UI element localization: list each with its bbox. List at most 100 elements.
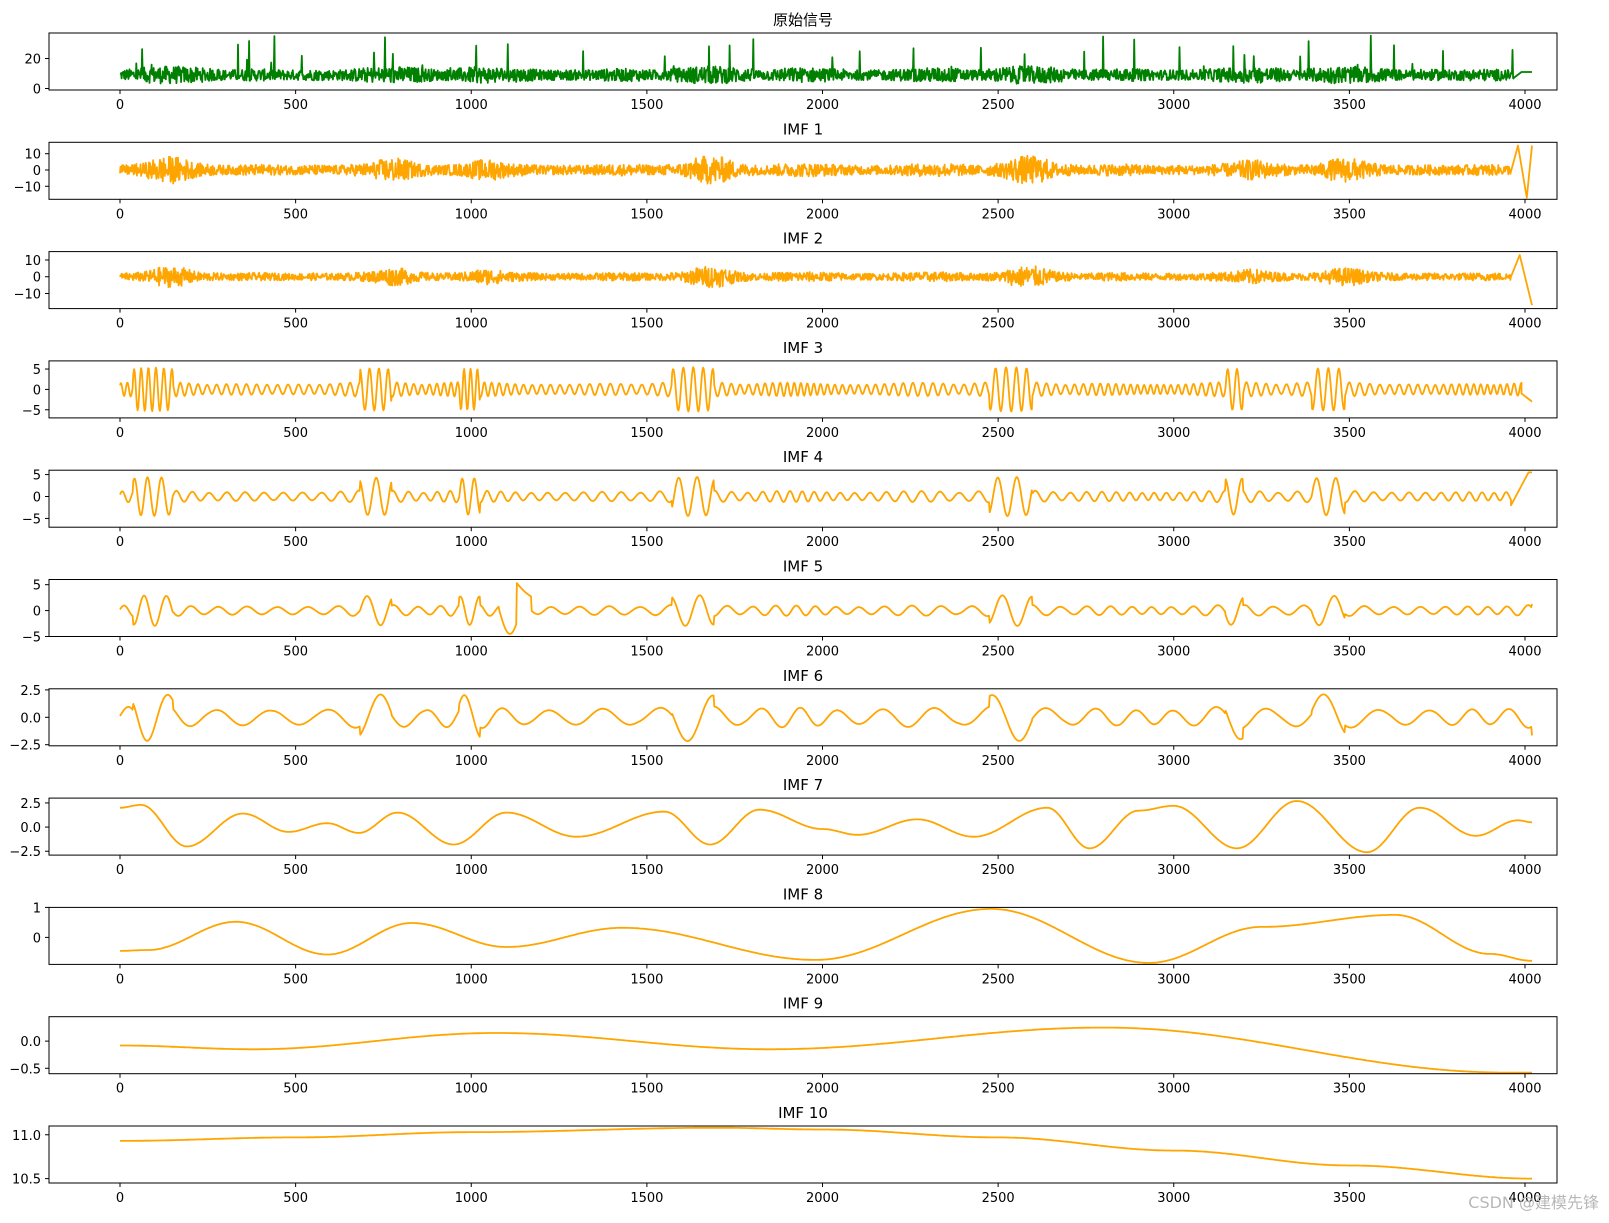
y-tick-label: −0.5 — [9, 1062, 41, 1077]
y-tick-label: 5 — [33, 579, 41, 594]
x-tick-label: 2000 — [806, 863, 839, 878]
x-tick-label: 3000 — [1157, 1082, 1190, 1097]
x-tick-label: 1500 — [630, 98, 663, 113]
y-tick-label: −2.5 — [9, 739, 41, 754]
subplot-7: IMF 7 0 500 1000 1500 2000 2500 3000 3500 4000 −2.… — [9, 776, 1558, 878]
x-tick-label: 2500 — [982, 645, 1015, 660]
x-tick-label: 1000 — [455, 972, 488, 987]
y-tick-label: −2.5 — [9, 845, 41, 860]
x-tick-label: 1500 — [630, 317, 663, 332]
x-tick-label: 0 — [116, 535, 124, 550]
y-tick-label: −5 — [22, 631, 41, 646]
x-tick-label: 3500 — [1333, 98, 1366, 113]
subplot-title: IMF 3 — [783, 339, 823, 357]
y-tick-label: 0.0 — [20, 821, 41, 836]
subplot-title: IMF 8 — [783, 885, 823, 903]
y-tick-label: 0.0 — [20, 1035, 41, 1050]
x-tick-label: 1500 — [630, 1191, 663, 1206]
y-tick-label: 2.5 — [20, 684, 41, 699]
subplot-title: 原始信号 — [773, 11, 833, 29]
x-tick-label: 3500 — [1333, 754, 1366, 769]
x-tick-label: 1000 — [455, 535, 488, 550]
x-tick-label: 2000 — [806, 754, 839, 769]
x-tick-label: 2500 — [982, 754, 1015, 769]
x-tick-label: 2000 — [806, 98, 839, 113]
x-tick-label: 500 — [283, 754, 308, 769]
series-line — [119, 366, 1533, 413]
x-tick-label: 0 — [116, 972, 124, 987]
subplot-9: IMF 9 0 500 1000 1500 2000 2500 3000 3500 4000 −0.… — [9, 995, 1558, 1097]
x-tick-label: 3500 — [1333, 1082, 1366, 1097]
x-tick-label: 1500 — [630, 207, 663, 222]
x-tick-label: 4000 — [1508, 98, 1541, 113]
x-tick-label: 0 — [116, 754, 124, 769]
x-tick-label: 2500 — [982, 207, 1015, 222]
subplot-0: 原始信号 0 500 1000 1500 2000 2500 3000 3500 4000 0 20 — [24, 11, 1558, 113]
x-tick-label: 3000 — [1157, 535, 1190, 550]
x-tick-label: 3000 — [1157, 645, 1190, 660]
x-tick-label: 500 — [283, 98, 308, 113]
subplot-title: IMF 5 — [783, 558, 823, 576]
x-tick-label: 500 — [283, 317, 308, 332]
y-tick-label: 10.5 — [12, 1173, 41, 1188]
subplot-6: IMF 6 0 500 1000 1500 2000 2500 3000 3500 4000 −2.… — [9, 667, 1558, 769]
x-tick-label: 3000 — [1157, 972, 1190, 987]
x-tick-label: 500 — [283, 972, 308, 987]
x-tick-label: 3000 — [1157, 1191, 1190, 1206]
x-tick-label: 1000 — [455, 98, 488, 113]
x-tick-label: 2500 — [982, 972, 1015, 987]
x-tick-label: 3000 — [1157, 207, 1190, 222]
x-tick-label: 500 — [283, 1082, 308, 1097]
x-tick-label: 1000 — [455, 863, 488, 878]
x-tick-label: 2500 — [982, 1082, 1015, 1097]
series-line — [119, 582, 1533, 635]
x-tick-label: 1000 — [455, 1191, 488, 1206]
x-tick-label: 1500 — [630, 535, 663, 550]
subplot-title: IMF 10 — [778, 1104, 828, 1122]
x-tick-label: 1500 — [630, 426, 663, 441]
x-tick-label: 1000 — [455, 426, 488, 441]
x-tick-label: 500 — [283, 645, 308, 660]
x-tick-label: 2000 — [806, 1082, 839, 1097]
axes-frame — [48, 579, 1558, 637]
axes-frame — [48, 251, 1558, 310]
x-tick-label: 2500 — [982, 863, 1015, 878]
x-tick-label: 4000 — [1508, 972, 1541, 987]
series-line — [120, 1126, 1532, 1180]
series-line — [119, 144, 1533, 199]
axes-frame — [48, 688, 1558, 747]
x-tick-label: 500 — [283, 426, 308, 441]
y-tick-label: 0 — [33, 271, 41, 286]
y-tick-label: 0 — [33, 83, 41, 98]
x-tick-label: 1000 — [455, 1082, 488, 1097]
subplot-1: IMF 1 0 500 1000 1500 2000 2500 3000 3500 4000 −10… — [14, 120, 1558, 222]
y-tick-label: −10 — [14, 180, 41, 195]
x-tick-label: 3500 — [1333, 645, 1366, 660]
series-line — [119, 34, 1532, 85]
x-tick-label: 2500 — [982, 98, 1015, 113]
x-tick-label: 0 — [116, 1191, 124, 1206]
y-tick-label: 10 — [24, 148, 41, 163]
x-tick-label: 3000 — [1157, 863, 1190, 878]
subplot-3: IMF 3 0 500 1000 1500 2000 2500 3000 3500 4000 −5 0… — [22, 339, 1558, 441]
y-tick-label: 1 — [33, 901, 41, 916]
y-tick-label: 0 — [33, 164, 41, 179]
series-line — [119, 693, 1533, 742]
series-line — [119, 471, 1532, 517]
x-tick-label: 1000 — [455, 317, 488, 332]
x-tick-label: 2000 — [806, 535, 839, 550]
y-tick-label: −5 — [22, 512, 41, 527]
x-tick-label: 2500 — [982, 535, 1015, 550]
x-tick-label: 0 — [116, 645, 124, 660]
subplot-title: IMF 9 — [783, 995, 823, 1013]
x-tick-label: 1000 — [455, 207, 488, 222]
subplot-10: IMF 10 0 500 1000 1500 2000 2500 3000 3500 4000 10… — [12, 1104, 1558, 1206]
x-tick-label: 3000 — [1157, 426, 1190, 441]
x-tick-label: 0 — [116, 426, 124, 441]
y-tick-label: 10 — [24, 254, 41, 269]
x-tick-label: 4000 — [1508, 535, 1541, 550]
x-tick-label: 500 — [283, 1191, 308, 1206]
y-tick-label: 20 — [24, 53, 41, 68]
y-tick-label: 0 — [33, 491, 41, 506]
